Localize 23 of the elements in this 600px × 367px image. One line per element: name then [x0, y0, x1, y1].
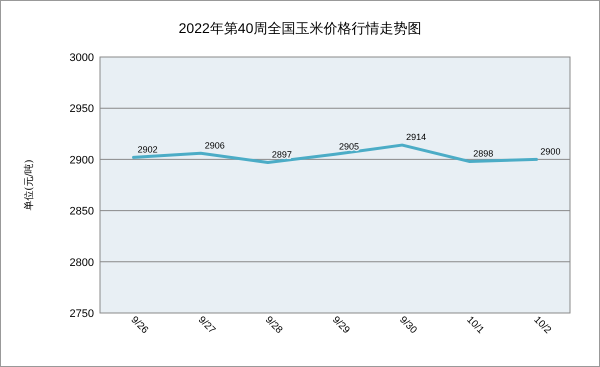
line-series — [132, 144, 538, 164]
y-axis-title: 单位(元/吨) — [23, 159, 35, 211]
x-tick-label: 9/27 — [196, 314, 218, 336]
title: 2022年第40周全国玉米价格行情走势图 — [178, 20, 422, 36]
data-label: 2914 — [406, 132, 426, 142]
y-tick-label: 2950 — [70, 103, 94, 116]
x-tick-label: 10/1 — [464, 314, 486, 336]
y-tick-label: 2900 — [70, 154, 94, 166]
x-tick-label: 9/30 — [397, 314, 419, 336]
data-label: 2900 — [540, 146, 560, 156]
x-tick-label: 10/2 — [531, 314, 554, 336]
x-tick-label: 9/28 — [262, 314, 285, 336]
x-tick-label: 9/29 — [330, 314, 352, 336]
y-tick-label: 3000 — [70, 52, 94, 64]
y-tick-label: 2750 — [70, 308, 94, 320]
data-label: 2906 — [204, 140, 225, 150]
y-tick-label: 2850 — [70, 206, 94, 218]
data-label: 2905 — [339, 141, 360, 152]
data-label: 2898 — [473, 148, 494, 158]
data-label: 2902 — [138, 144, 158, 154]
data-label: 2897 — [272, 149, 292, 160]
x-tick-label: 9/26 — [128, 314, 150, 336]
y-tick-label: 2800 — [70, 256, 94, 269]
